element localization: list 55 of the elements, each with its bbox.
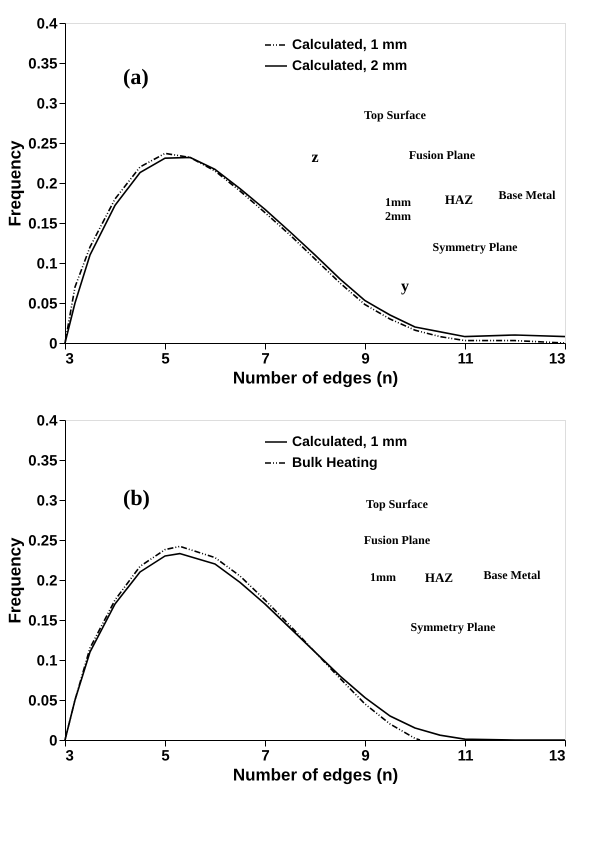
y-tick-label: 0.2 bbox=[36, 176, 58, 192]
y-tick-label: 0 bbox=[49, 336, 58, 352]
x-tick-label: 5 bbox=[161, 350, 170, 368]
y-axis-title: Frequency bbox=[5, 536, 24, 624]
legend-label: Bulk Heating bbox=[292, 454, 378, 470]
y-tick-label: 0.25 bbox=[28, 136, 58, 152]
y-tick-label: 0.05 bbox=[28, 296, 58, 312]
annotation: 2mm bbox=[385, 209, 411, 223]
y-tick-label: 0.35 bbox=[28, 56, 58, 72]
x-tick-label: 11 bbox=[458, 350, 474, 368]
x-tick-label: 13 bbox=[548, 748, 566, 764]
legend-label: Calculated, 1 mm bbox=[292, 36, 408, 52]
y-tick-label: 0.3 bbox=[36, 492, 58, 510]
x-tick-label: 9 bbox=[361, 350, 370, 368]
legend-label: Calculated, 1 mm bbox=[292, 433, 408, 449]
x-axis-title: Number of edges (n) bbox=[232, 766, 398, 784]
x-tick-label: 13 bbox=[548, 350, 566, 368]
y-tick-label: 0.15 bbox=[28, 612, 58, 630]
annotation: Symmetry Plane bbox=[432, 240, 518, 254]
y-tick-label: 0.3 bbox=[36, 96, 58, 112]
annotation: (a) bbox=[123, 64, 149, 89]
annotation: Fusion Plane bbox=[408, 148, 476, 162]
y-tick-label: 0.05 bbox=[28, 692, 58, 710]
annotation: Top Surface bbox=[366, 497, 429, 511]
x-tick-label: 7 bbox=[261, 748, 270, 764]
y-tick-label: 0.35 bbox=[28, 452, 58, 470]
annotation: 1mm bbox=[385, 195, 411, 209]
annotation: 1mm bbox=[370, 570, 396, 584]
y-tick-label: 0.4 bbox=[36, 412, 58, 430]
x-tick-label: 9 bbox=[361, 748, 370, 764]
annotation: Top Surface bbox=[364, 108, 427, 122]
y-tick-label: 0.1 bbox=[36, 256, 58, 272]
annotation: HAZ bbox=[424, 570, 454, 585]
annotation: Fusion Plane bbox=[364, 533, 431, 547]
y-tick-label: 0.4 bbox=[36, 16, 58, 32]
x-tick-label: 11 bbox=[458, 748, 474, 764]
y-tick-label: 0.15 bbox=[28, 216, 58, 232]
x-tick-label: 3 bbox=[66, 748, 74, 764]
y-tick-label: 0 bbox=[49, 732, 58, 750]
x-axis-title: Number of edges (n) bbox=[232, 368, 398, 388]
annotation: Base Metal bbox=[498, 188, 556, 202]
x-tick-label: 5 bbox=[161, 748, 170, 764]
legend-label: Calculated, 2 mm bbox=[292, 57, 408, 73]
x-tick-label: 3 bbox=[66, 350, 74, 368]
y-tick-label: 0.25 bbox=[28, 532, 58, 550]
annotation: Base Metal bbox=[484, 568, 542, 582]
annotation: (b) bbox=[123, 485, 150, 510]
annotation: HAZ bbox=[444, 192, 474, 207]
x-tick-label: 7 bbox=[261, 350, 270, 368]
annotation: Symmetry Plane bbox=[410, 620, 496, 634]
annotation: z bbox=[311, 149, 319, 166]
y-tick-label: 0.2 bbox=[36, 572, 58, 590]
annotation: y bbox=[401, 278, 409, 295]
y-axis-title: Frequency bbox=[5, 140, 24, 226]
y-tick-label: 0.1 bbox=[36, 652, 58, 670]
